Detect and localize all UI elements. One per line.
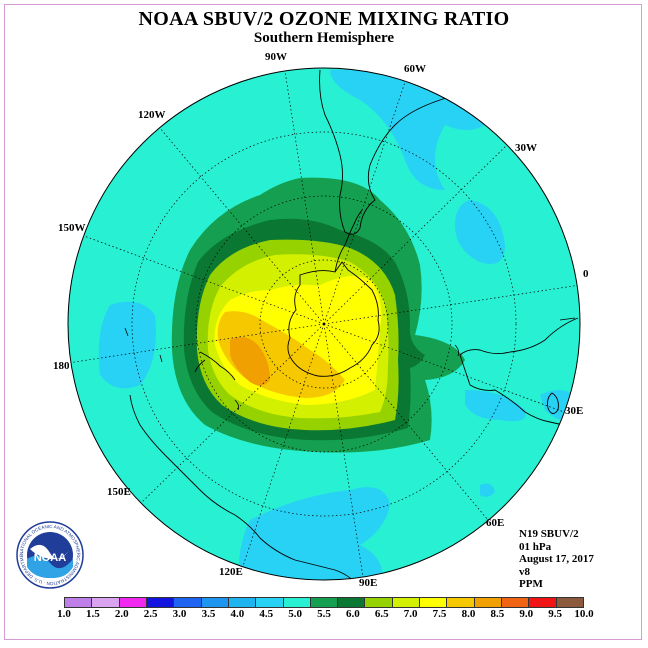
color-swatch	[65, 598, 93, 607]
lon-label-60e: 60E	[486, 517, 505, 529]
coastline-africa	[459, 317, 580, 431]
lon-label-30w: 30W	[515, 142, 537, 154]
lon-label-120w: 120W	[138, 109, 166, 121]
units-label: PPM	[519, 578, 543, 590]
coastline-antarctic-peninsula	[334, 209, 363, 273]
colorbar-tick-label: 6.5	[374, 608, 389, 620]
satellite-label: N19 SBUV/2	[519, 528, 579, 540]
ozone-region-light-blue	[455, 200, 505, 264]
pressure-label: 01 hPa	[519, 540, 552, 553]
graticule	[68, 70, 580, 578]
color-swatch	[474, 598, 502, 607]
colorbar-tick-label: 2.0	[114, 608, 129, 620]
coastline-antarctica	[287, 261, 380, 377]
colorbar-tick-label: 7.0	[403, 608, 418, 620]
color-swatch	[420, 598, 448, 607]
color-swatch	[146, 598, 175, 607]
colorbar-tick-label: 1.0	[57, 608, 71, 620]
color-scale-ticks: 1.0 1.5 2.0 2.5 3.0 3.5 4.0 4.5 5.0 5.5 6.0 6.5 7.0 7…	[0, 608, 648, 624]
color-swatch	[365, 598, 393, 607]
version-label: v8	[519, 565, 530, 578]
colorbar-tick-label: 5.0	[288, 608, 302, 620]
color-swatch	[119, 598, 147, 607]
color-swatch	[338, 598, 366, 607]
lon-label-30e: 30E	[565, 405, 584, 417]
colorbar-tick-label: 2.5	[143, 608, 158, 620]
color-swatch	[447, 598, 475, 607]
color-swatch	[502, 598, 530, 607]
color-swatch	[228, 598, 257, 607]
color-swatch	[310, 598, 339, 607]
ozone-region-orange	[230, 336, 270, 386]
lon-label-120e: 120E	[219, 566, 243, 578]
colorbar-tick-label: 6.0	[346, 608, 360, 620]
logo-text: NOAA	[34, 552, 66, 564]
colorbar-tick-label: 7.5	[432, 608, 447, 620]
color-swatch	[201, 598, 229, 607]
coastline-islands	[124, 317, 576, 411]
colorbar-tick-label: 3.5	[201, 608, 216, 620]
ozone-region-light-blue	[98, 301, 156, 389]
lon-label-0: 0	[583, 268, 589, 280]
colorbar-tick-label: 5.5	[317, 608, 331, 620]
color-swatch	[92, 598, 120, 607]
colorbar-tick-label: 9.0	[519, 608, 534, 620]
lon-label-90w: 90W	[265, 51, 287, 63]
coastline-new-zealand	[194, 351, 236, 381]
colorbar-tick-label: 8.5	[490, 608, 505, 620]
coastline-madagascar	[547, 392, 559, 414]
date-label: August 17, 2017	[519, 553, 594, 565]
colorbar-tick-label: 10.0	[574, 608, 594, 620]
coastline-south-america	[319, 69, 471, 235]
color-swatch	[174, 598, 202, 607]
colorbar-tick-label: 8.0	[461, 608, 476, 620]
lon-label-90e: 90E	[359, 577, 378, 589]
color-swatch	[529, 598, 557, 607]
colorbar-tick-label: 3.0	[172, 608, 187, 620]
colorbar-tick-label: 4.5	[259, 608, 274, 620]
color-scale-bar	[64, 597, 584, 608]
ozone-region-light-blue	[238, 487, 390, 580]
product-info: N19 SBUV/2 01 hPa August 17, 2017 v8 PPM	[519, 528, 594, 591]
coastline-australia	[129, 394, 361, 580]
lon-label-180: 180	[53, 360, 70, 372]
noaa-logo: NOAA NATIONAL OCEANIC AND ATMOSPHERIC AD…	[16, 521, 84, 589]
ozone-region-light-blue	[480, 483, 495, 497]
lon-label-150e: 150E	[107, 486, 131, 498]
color-swatch	[256, 598, 284, 607]
map-boundary	[67, 67, 581, 581]
color-swatch	[283, 598, 311, 607]
colorbar-tick-label: 1.5	[86, 608, 100, 620]
colorbar-tick-label: 9.5	[548, 608, 562, 620]
lon-label-150w: 150W	[58, 222, 86, 234]
color-swatch	[392, 598, 421, 607]
colorbar-tick-label: 4.0	[230, 608, 245, 620]
lon-label-60w: 60W	[404, 63, 426, 75]
color-swatch	[556, 598, 583, 607]
ozone-region-light-blue	[465, 390, 526, 422]
map-subtitle: Southern Hemisphere	[253, 30, 395, 46]
map-title: NOAA SBUV/2 OZONE MIXING RATIO	[138, 8, 510, 30]
